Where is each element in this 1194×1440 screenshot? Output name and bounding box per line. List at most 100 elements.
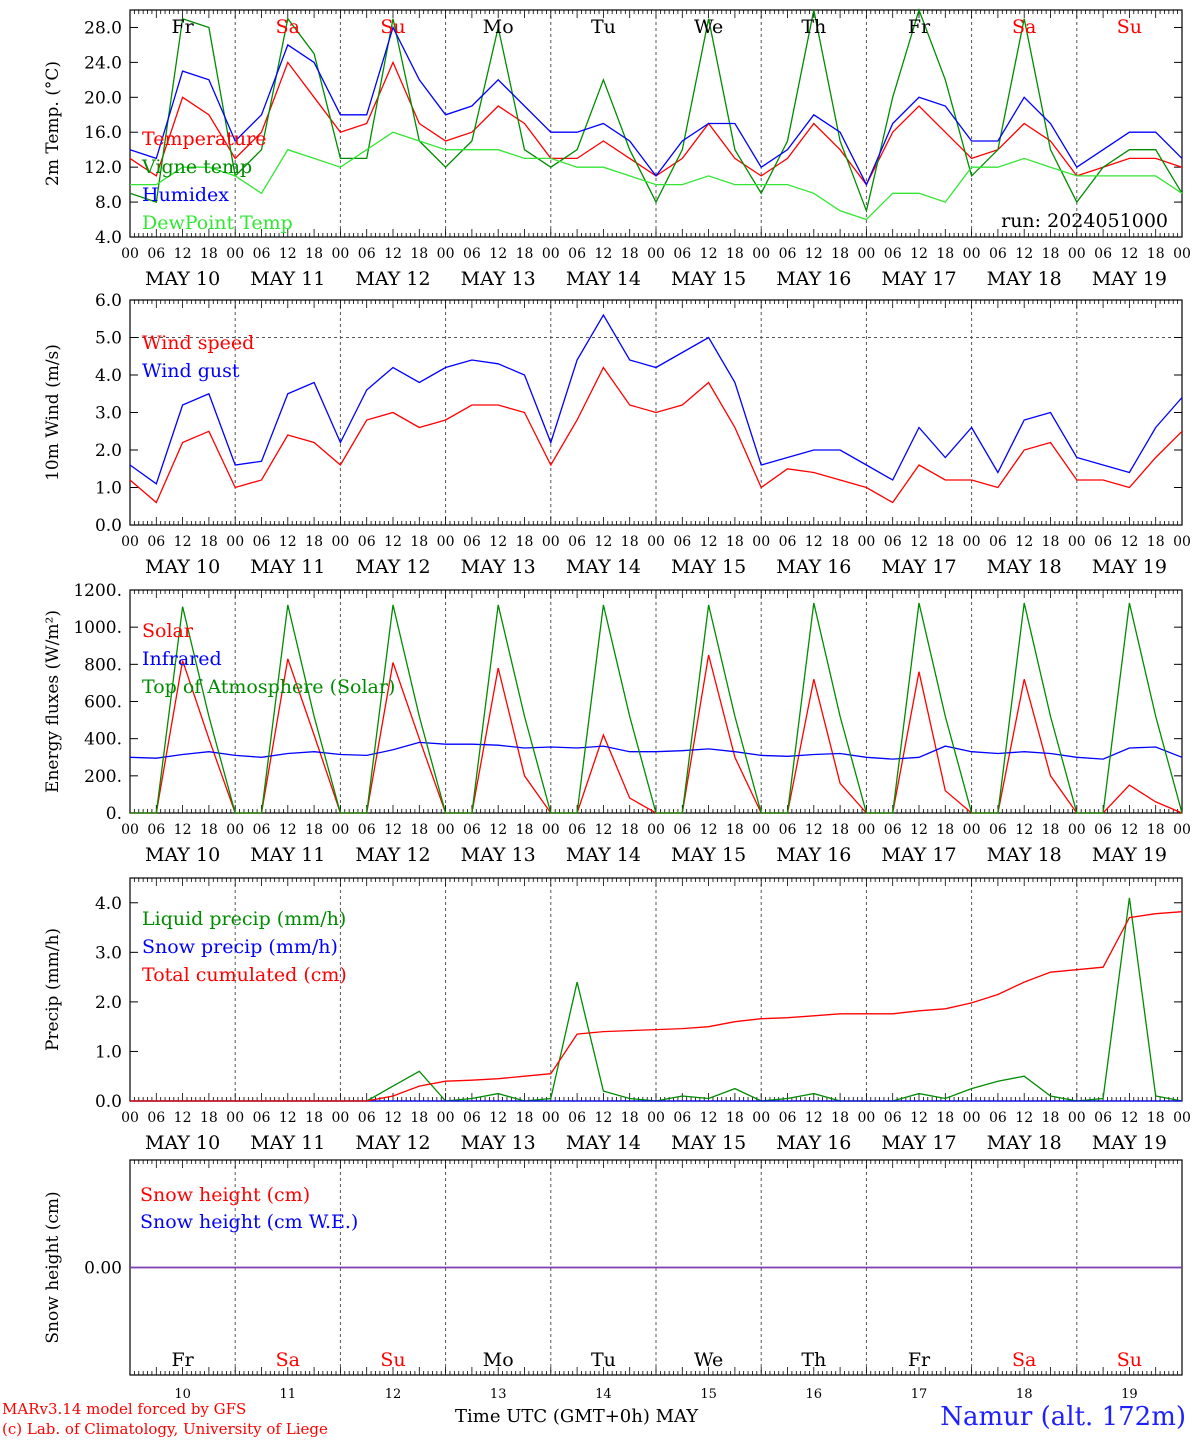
hour-label: 12 — [489, 822, 507, 838]
hour-label: 00 — [1068, 1110, 1086, 1126]
hour-label: 00 — [331, 822, 349, 838]
legend-entry: Snow precip (mm/h) — [142, 936, 338, 958]
hour-label: 18 — [831, 1110, 849, 1126]
day-number: 12 — [385, 1387, 402, 1400]
hour-label: 12 — [279, 1110, 297, 1126]
hour-label: 06 — [884, 1110, 902, 1126]
weekday-label-top: Mo — [483, 16, 514, 38]
model-credit: MARv3.14 model forced by GFS — [2, 1400, 247, 1418]
legend-entry: Total cumulated (cm) — [142, 964, 347, 986]
date-label: MAY 14 — [566, 844, 641, 866]
date-label: MAY 10 — [145, 1132, 220, 1154]
day-number: 10 — [174, 1387, 191, 1400]
lab-credit: (c) Lab. of Climatology, University of L… — [2, 1420, 328, 1438]
hour-label: 00 — [1173, 822, 1191, 838]
hour-label: 00 — [226, 822, 244, 838]
hour-label: 12 — [384, 246, 402, 262]
hour-label: 12 — [1015, 534, 1033, 550]
hour-label: 06 — [463, 1110, 481, 1126]
hour-label: 18 — [936, 1110, 954, 1126]
hour-label: 18 — [1042, 534, 1060, 550]
hour-label: 00 — [1173, 246, 1191, 262]
weekday-label-bottom: Su — [380, 1349, 405, 1371]
hour-label: 18 — [831, 246, 849, 262]
hour-label: 18 — [200, 246, 218, 262]
hour-label: 12 — [594, 246, 612, 262]
day-number: 19 — [1121, 1387, 1138, 1400]
hour-label: 00 — [331, 1110, 349, 1126]
date-label: MAY 11 — [250, 844, 325, 866]
hour-label: 06 — [147, 246, 165, 262]
legend-entry: Humidex — [142, 184, 229, 206]
hour-label: 12 — [805, 246, 823, 262]
series-line-top-of-atmosphere-solar- — [130, 602, 1183, 814]
y-tick-label: 0.0 — [95, 1092, 122, 1112]
day-number: 11 — [280, 1387, 297, 1400]
series-line-wind-speed — [129, 366, 1183, 504]
date-label: MAY 16 — [776, 556, 851, 578]
y-tick-label: 6.0 — [95, 291, 122, 311]
date-label: MAY 13 — [461, 268, 536, 290]
hour-label: 18 — [726, 822, 744, 838]
legend-entry: Temperature — [142, 128, 266, 150]
legend-entry: Vigne temp — [141, 156, 252, 178]
hour-label: 18 — [936, 246, 954, 262]
hour-label: 18 — [621, 822, 639, 838]
hour-label: 18 — [200, 534, 218, 550]
y-tick-label: 0.0 — [95, 516, 122, 536]
hour-label: 06 — [673, 1110, 691, 1126]
hour-label: 18 — [1042, 246, 1060, 262]
hour-label: 18 — [621, 534, 639, 550]
y-tick-label: 16.0 — [84, 123, 122, 143]
hour-label: 00 — [226, 246, 244, 262]
weekday-label-bottom: Fr — [908, 1349, 931, 1371]
hour-label: 06 — [568, 534, 586, 550]
hour-label: 06 — [1094, 822, 1112, 838]
hour-label: 12 — [700, 534, 718, 550]
hour-label: 12 — [1120, 246, 1138, 262]
hour-label: 18 — [516, 246, 534, 262]
hour-label: 00 — [857, 246, 875, 262]
hour-label: 12 — [1015, 1110, 1033, 1126]
weekday-label-top: Sa — [276, 16, 300, 38]
hour-label: 06 — [147, 534, 165, 550]
y-axis-label: 2m Temp. (°C) — [43, 61, 63, 186]
hour-label: 18 — [726, 534, 744, 550]
hour-label: 18 — [305, 534, 323, 550]
hour-label: 18 — [936, 822, 954, 838]
day-number: 15 — [700, 1387, 717, 1400]
hour-label: 12 — [805, 534, 823, 550]
hour-label: 00 — [542, 534, 560, 550]
hour-label: 06 — [568, 822, 586, 838]
hour-label: 06 — [779, 534, 797, 550]
weekday-label-top: Sa — [1012, 16, 1036, 38]
day-number: 14 — [595, 1387, 612, 1400]
hour-label: 06 — [779, 1110, 797, 1126]
y-axis-label: 10m Wind (m/s) — [43, 344, 63, 481]
hour-label: 00 — [963, 1110, 981, 1126]
hour-label: 18 — [200, 822, 218, 838]
hour-label: 06 — [779, 246, 797, 262]
date-label: MAY 18 — [987, 844, 1062, 866]
hour-label: 06 — [568, 246, 586, 262]
date-label: MAY 15 — [671, 556, 746, 578]
hour-label: 00 — [437, 246, 455, 262]
hour-label: 18 — [516, 534, 534, 550]
hour-label: 12 — [910, 822, 928, 838]
hour-label: 06 — [358, 534, 376, 550]
weekday-label-top: Fr — [908, 16, 931, 38]
legend-entry: DewPoint Temp — [142, 212, 293, 234]
hour-label: 18 — [936, 534, 954, 550]
hour-label: 18 — [1147, 246, 1165, 262]
hour-label: 06 — [358, 1110, 376, 1126]
hour-label: 06 — [253, 246, 271, 262]
weekday-label-top: Tu — [591, 16, 616, 38]
hour-label: 12 — [910, 534, 928, 550]
date-label: MAY 14 — [566, 556, 641, 578]
hour-label: 00 — [857, 1110, 875, 1126]
hour-label: 12 — [174, 246, 192, 262]
y-tick-label: 28.0 — [84, 18, 122, 38]
y-tick-label: 4.0 — [95, 366, 122, 386]
legend-entry: Solar — [142, 620, 194, 642]
weekday-label-top: We — [694, 16, 723, 38]
